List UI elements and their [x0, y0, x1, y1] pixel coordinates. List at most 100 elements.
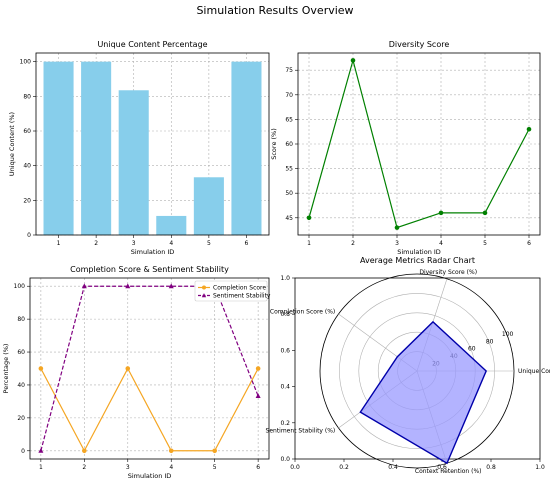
data-point: [168, 283, 174, 289]
series-line: [308, 58, 530, 229]
x-tick-label: 6: [245, 240, 249, 247]
y-tick-label: 60: [17, 349, 25, 356]
x-tick-label: 1: [57, 240, 61, 247]
data-point: [306, 215, 312, 221]
x-tick-label: 1.0: [535, 464, 545, 471]
category-label: Diversity Score (%): [419, 269, 477, 276]
x-tick-label: 2: [94, 240, 98, 247]
x-tick-label: 0.6: [437, 464, 447, 471]
data-point: [82, 448, 87, 454]
x-axis-label: Simulation ID: [128, 472, 172, 480]
data-point: [438, 210, 444, 216]
category-label: Completion Score (%): [270, 309, 335, 316]
radial-tick-label: 60: [468, 346, 476, 353]
data-point: [350, 58, 356, 63]
legend-marker: [201, 293, 207, 298]
data-point: [255, 366, 261, 371]
bar: [81, 61, 112, 235]
radial-tick-label: 100: [502, 331, 514, 338]
radial-tick-label: 80: [486, 338, 494, 345]
data-point: [38, 447, 44, 453]
panel-title: Diversity Score: [389, 40, 450, 49]
category-label: Unique Content (%): [518, 368, 550, 375]
bar: [43, 61, 74, 235]
x-tick-label: 5: [213, 464, 217, 471]
plot-frame: [294, 277, 541, 460]
y-tick-label: 0.6: [280, 347, 290, 354]
y-tick-label: 60: [285, 141, 293, 148]
x-tick-label: 5: [207, 240, 211, 247]
x-tick-label: 1: [39, 464, 43, 471]
series-line: [40, 285, 259, 451]
legend-marker: [202, 285, 206, 290]
data-point: [125, 366, 131, 371]
legend-label: Completion Score: [213, 285, 266, 292]
bar: [193, 177, 224, 235]
data-point: [526, 126, 532, 132]
data-point: [168, 448, 174, 454]
x-tick-label: 2: [351, 240, 355, 247]
radar-chart-panel: Average Metrics Radar Chart 0.0 0.2 0.4 0.6 0…: [266, 256, 550, 475]
y-tick-label: 40: [23, 163, 31, 170]
legend-label: Sentiment Stability: [213, 293, 271, 300]
x-tick-label: 4: [169, 464, 173, 471]
x-tick-label: 0.4: [388, 464, 398, 471]
x-tick-label: 6: [256, 464, 260, 471]
y-tick-label: 0.0: [280, 456, 290, 463]
bar-chart-panel: 0 20 40 60 80 100 1 2 3 4 5 6 Unique Content Percent…: [8, 40, 270, 256]
x-tick-label: 0.2: [339, 464, 349, 471]
y-tick-label: 65: [285, 116, 293, 123]
x-tick-label: 3: [126, 464, 130, 471]
y-tick-label: 60: [23, 128, 31, 135]
y-tick-label: 70: [285, 92, 293, 99]
x-tick-label: 4: [439, 240, 443, 247]
x-axis-label: Simulation ID: [397, 248, 441, 256]
category-label: Sentiment Stability (%): [266, 427, 336, 434]
x-tick-label: 5: [483, 240, 487, 247]
panel-title: Completion Score & Sentiment Stability: [70, 265, 229, 274]
y-tick-label: 0.2: [280, 420, 290, 427]
data-point: [38, 366, 44, 371]
completion-sentiment-panel: 0 20 40 60 80 100 1 2 3 4 5 6 Completion Score & Sen…: [2, 265, 271, 480]
y-tick-label: 0.8: [280, 311, 290, 318]
y-axis-label: Score (%): [270, 128, 278, 160]
data-point: [482, 210, 488, 216]
y-tick-label: 40: [17, 382, 25, 389]
x-tick-label: 1: [307, 240, 311, 247]
y-tick-label: 80: [23, 93, 31, 100]
x-tick-label: 0.0: [290, 464, 300, 471]
x-axis-label: Simulation ID: [131, 248, 175, 256]
series-line: [40, 367, 259, 453]
x-tick-label: 3: [132, 240, 136, 247]
panel-title: Average Metrics Radar Chart: [360, 256, 475, 265]
y-axis-label: Percentage (%): [2, 344, 10, 394]
plot-frame: [29, 277, 270, 460]
y-tick-label: 55: [285, 166, 293, 173]
y-tick-label: 20: [17, 415, 25, 422]
y-tick-label: 0.4: [280, 384, 290, 391]
category-label: Context Retention (%): [415, 468, 482, 475]
y-axis-label: Unique Content (%): [8, 112, 16, 176]
y-tick-label: 0: [27, 232, 31, 239]
bar: [231, 61, 262, 235]
x-tick-label: 0.8: [486, 464, 496, 471]
y-tick-label: 100: [20, 59, 32, 66]
y-tick-label: 75: [285, 67, 293, 74]
y-tick-label: 80: [17, 316, 25, 323]
plot-frame: [297, 52, 541, 236]
x-tick-label: 4: [169, 240, 173, 247]
radar-area: [359, 320, 487, 465]
panel-title: Unique Content Percentage: [97, 40, 207, 49]
data-point: [81, 283, 87, 289]
data-point: [212, 448, 217, 454]
x-tick-label: 6: [527, 240, 531, 247]
data-point: [125, 283, 131, 289]
figure-title: Simulation Results Overview: [196, 4, 353, 17]
y-tick-label: 20: [23, 197, 31, 204]
plot-frame: [35, 52, 270, 236]
bar: [156, 215, 187, 235]
bar: [118, 90, 149, 236]
y-tick-label: 45: [285, 215, 293, 222]
y-tick-label: 50: [285, 190, 293, 197]
